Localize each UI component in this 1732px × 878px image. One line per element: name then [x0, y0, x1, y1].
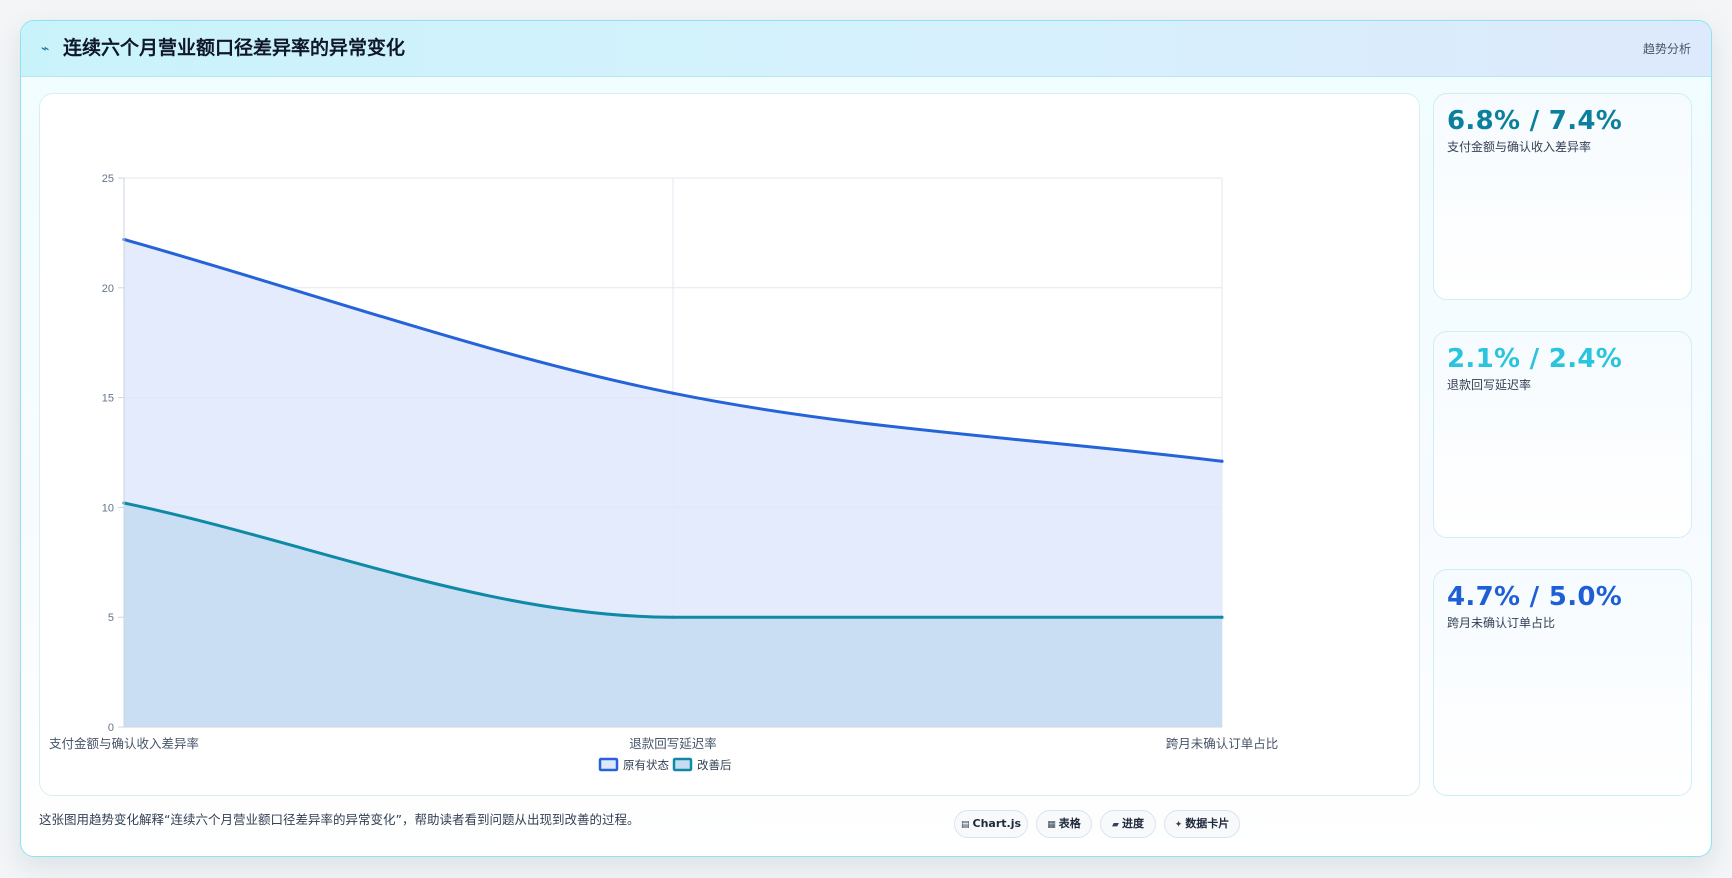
stat-value: 2.1% / 2.4% — [1447, 344, 1623, 374]
y-tick-label: 5 — [108, 612, 114, 624]
stat-card-payment-diff: 6.8% / 7.4% 支付金额与确认收入差异率 — [1433, 93, 1692, 300]
stat-label: 跨月未确认订单占比 — [1447, 616, 1556, 630]
y-tick-label: 15 — [102, 393, 114, 405]
stat-card-refund-delay: 2.1% / 2.4% 退款回写延迟率 — [1433, 331, 1692, 538]
chip-table[interactable]: ▦ 表格 — [1036, 810, 1092, 838]
y-tick-label: 25 — [102, 173, 114, 185]
stat-value: 6.8% / 7.4% — [1447, 106, 1623, 136]
area-chart: 0 5 10 15 20 25 支付金额与确认收入差异率 退款回写延迟率 跨月未确认订单占比原有… — [49, 173, 1279, 772]
data-point — [671, 391, 675, 395]
data-point — [671, 615, 675, 619]
chip-label: Chart.js — [972, 817, 1022, 830]
chip-data-card[interactable]: ✦ 数据卡片 — [1164, 810, 1240, 838]
page-title: 连续六个月营业额口径差异率的异常变化 — [63, 37, 406, 59]
sparkle-icon: ✦ — [1174, 820, 1183, 830]
chip-progress[interactable]: ▰ 进度 — [1100, 810, 1156, 838]
chip-label: 数据卡片 — [1185, 817, 1230, 830]
stat-label: 退款回写延迟率 — [1447, 378, 1532, 392]
y-tick-label: 20 — [102, 283, 114, 295]
chart-caption: 这张图用趋势变化解释“连续六个月营业额口径差异率的异常变化”，帮助读者看到问题从… — [39, 812, 640, 827]
chip-chartjs[interactable]: ▤ Chart.js — [954, 810, 1028, 838]
stat-label: 支付金额与确认收入差异率 — [1447, 140, 1592, 154]
trend-panel: ⌁ 连续六个月营业额口径差异率的异常变化 趋势分析 0 5 10 15 20 25 支付金额… — [20, 20, 1712, 857]
legend-label: 原有状态 — [623, 758, 669, 772]
stat-card-cross-month: 4.7% / 5.0% 跨月未确认订单占比 — [1433, 569, 1692, 796]
table-icon: ▦ — [1047, 820, 1056, 830]
chart-card: 0 5 10 15 20 25 支付金额与确认收入差异率 退款回写延迟率 跨月未确认订单占比原有… — [39, 93, 1420, 796]
trend-line-icon: ⌁ — [41, 41, 50, 57]
x-tick-label: 支付金额与确认收入差异率 — [49, 736, 199, 751]
data-point — [1220, 459, 1224, 463]
legend-label: 改善后 — [697, 758, 732, 772]
stat-value: 4.7% / 5.0% — [1447, 582, 1623, 612]
panel-header: ⌁ 连续六个月营业额口径差异率的异常变化 趋势分析 — [21, 21, 1711, 77]
legend-swatch — [672, 757, 693, 772]
data-point — [1220, 615, 1224, 619]
y-tick-label: 0 — [108, 722, 114, 734]
chart-icon: ▤ — [960, 820, 970, 830]
y-tick-label: 10 — [102, 502, 114, 514]
x-tick-label: 跨月未确认订单占比 — [1166, 736, 1279, 751]
chip-label: 表格 — [1058, 817, 1081, 830]
progress-icon: ▰ — [1112, 820, 1119, 830]
legend-swatch — [598, 757, 619, 772]
chip-label: 进度 — [1121, 817, 1144, 830]
analysis-type-tag: 趋势分析 — [1642, 42, 1691, 56]
x-tick-label: 退款回写延迟率 — [629, 736, 717, 751]
series-area-1 — [124, 503, 1222, 727]
